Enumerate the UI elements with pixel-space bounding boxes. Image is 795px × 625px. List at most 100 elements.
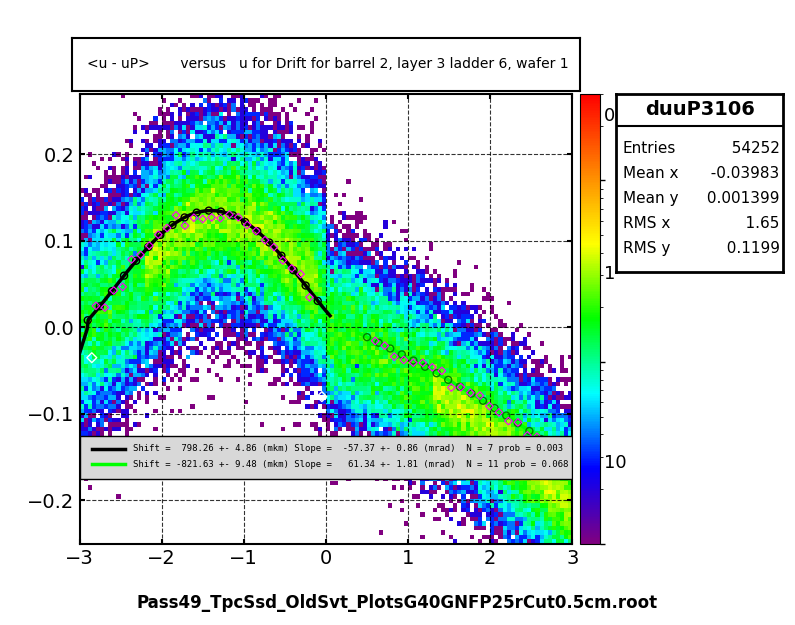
Text: 0.1199: 0.1199 xyxy=(717,241,780,256)
Point xyxy=(134,250,147,260)
Point xyxy=(395,349,408,359)
Point xyxy=(521,431,533,441)
Point xyxy=(540,440,553,450)
Point xyxy=(511,418,524,428)
Point xyxy=(118,271,130,281)
Point xyxy=(493,408,506,418)
Point xyxy=(142,242,154,252)
Point xyxy=(523,426,536,436)
Point xyxy=(436,366,448,376)
Point xyxy=(178,213,191,222)
Point xyxy=(419,362,432,372)
Point xyxy=(203,206,215,216)
Point xyxy=(530,432,543,442)
Point xyxy=(455,382,467,392)
Point xyxy=(215,207,227,217)
Point xyxy=(361,332,374,342)
Point xyxy=(369,336,382,346)
Text: Shift = -821.63 +- 9.48 (mkm) Slope =   61.34 +- 1.81 (mrad)  N = 11 prob = 0.06: Shift = -821.63 +- 9.48 (mkm) Slope = 61… xyxy=(133,459,568,469)
Point xyxy=(372,338,385,348)
Point xyxy=(190,208,203,217)
Point xyxy=(143,241,156,251)
Point xyxy=(250,226,262,236)
Point xyxy=(534,434,547,444)
Point xyxy=(154,230,167,240)
Point xyxy=(238,217,251,227)
Point xyxy=(426,362,439,372)
Point xyxy=(474,391,487,401)
Point xyxy=(227,211,239,221)
Text: Shift =  798.26 +- 4.86 (mkm) Slope =  -57.37 +- 0.86 (mrad)  N = 7 prob = 0.003: Shift = 798.26 +- 4.86 (mkm) Slope = -57… xyxy=(133,444,563,453)
Point xyxy=(166,220,179,230)
Point xyxy=(464,388,477,398)
Point xyxy=(453,382,466,392)
Text: duuP3106: duuP3106 xyxy=(645,100,754,119)
Text: 0: 0 xyxy=(604,107,615,125)
Bar xyxy=(80,436,572,479)
Text: 1: 1 xyxy=(604,265,615,282)
Point xyxy=(316,392,328,402)
Point xyxy=(161,223,173,233)
Text: RMS x: RMS x xyxy=(622,216,670,231)
Point xyxy=(179,221,192,231)
Point xyxy=(125,254,138,264)
Point xyxy=(511,418,524,428)
Text: -0.03983: -0.03983 xyxy=(701,166,780,181)
Point xyxy=(546,442,559,452)
Point xyxy=(106,286,118,296)
Point xyxy=(388,352,401,362)
Point xyxy=(442,375,455,385)
Point xyxy=(263,238,276,248)
Point xyxy=(275,251,288,261)
Point xyxy=(130,256,142,266)
Point xyxy=(287,265,300,275)
Point xyxy=(90,301,103,311)
Point xyxy=(196,214,209,224)
Point xyxy=(407,357,420,367)
Point xyxy=(430,368,443,378)
Text: Entries: Entries xyxy=(622,141,677,156)
Point xyxy=(488,403,501,413)
Text: RMS y: RMS y xyxy=(622,241,670,256)
Point xyxy=(558,451,571,461)
Point xyxy=(502,416,515,426)
Point xyxy=(251,226,264,236)
Point xyxy=(169,210,182,220)
Point xyxy=(188,213,200,222)
Point xyxy=(285,263,298,273)
Point xyxy=(268,242,281,252)
Text: 10: 10 xyxy=(604,454,626,472)
Point xyxy=(205,213,218,222)
Point xyxy=(299,281,312,291)
Text: 0.001399: 0.001399 xyxy=(702,191,780,206)
Point xyxy=(500,411,513,421)
Point xyxy=(303,292,316,302)
Text: Pass49_TpcSsd_OldSvt_PlotsG40GNFP25rCut0.5cm.root: Pass49_TpcSsd_OldSvt_PlotsG40GNFP25rCut0… xyxy=(137,594,658,612)
Point xyxy=(99,302,111,312)
Point xyxy=(445,382,458,392)
Point xyxy=(223,209,236,219)
Text: 54252: 54252 xyxy=(722,141,780,156)
Point xyxy=(549,448,562,458)
Text: Mean y: Mean y xyxy=(622,191,678,206)
Point xyxy=(417,358,429,368)
Point xyxy=(81,315,94,325)
Point xyxy=(477,396,490,406)
Point xyxy=(241,220,254,230)
Point xyxy=(378,341,391,351)
Point xyxy=(94,301,107,311)
Point xyxy=(407,356,420,366)
Point xyxy=(214,213,227,223)
Point xyxy=(384,344,397,354)
Point xyxy=(398,355,410,365)
Point xyxy=(152,229,165,239)
Point xyxy=(86,352,99,362)
Point xyxy=(465,389,478,399)
Point xyxy=(294,269,307,279)
Point xyxy=(258,235,271,245)
Point xyxy=(107,286,120,296)
Point xyxy=(116,282,129,292)
Text: <u - uP>       versus   u for Drift for barrel 2, layer 3 ladder 6, wafer 1: <u - uP> versus u for Drift for barrel 2… xyxy=(87,57,568,71)
Text: Mean x: Mean x xyxy=(622,166,678,181)
Point xyxy=(232,213,245,222)
